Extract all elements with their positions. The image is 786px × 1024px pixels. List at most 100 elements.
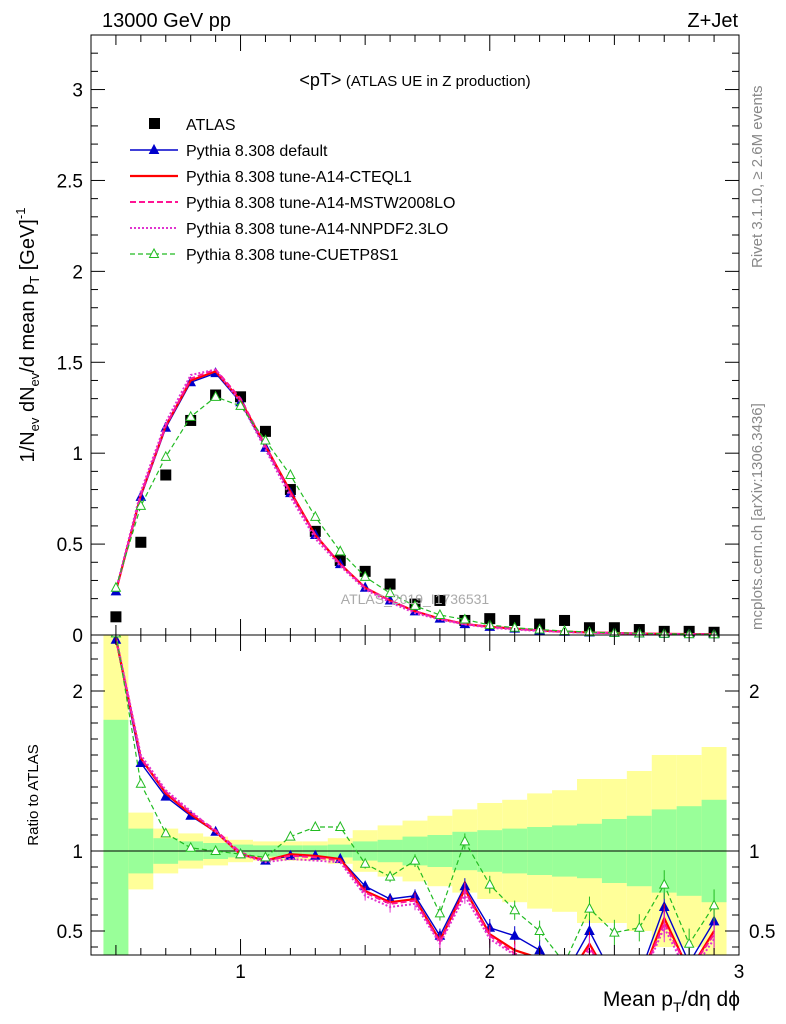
main-marker: [135, 499, 147, 510]
ratio-ytick-label-right: 2: [749, 682, 760, 703]
atlas-point: [135, 536, 147, 548]
atlas-point: [434, 594, 446, 606]
main-ylabel: 1/Nev dNev/d mean pT [GeV]-1: [13, 208, 42, 463]
ratio-marker: [635, 971, 644, 980]
main-ytick-label: 3: [72, 81, 83, 102]
ratio-xlabel: Mean pT/dη dϕ: [603, 988, 740, 1015]
ratio-marker: [633, 921, 645, 932]
xtick-label: 2: [484, 962, 495, 983]
ratio-marker: [683, 937, 695, 948]
ratio-marker: [135, 777, 147, 788]
ratio-marker: [560, 971, 569, 980]
main-panel: 0 0.5 1 1.5 2 2.5 3 <pT> (ATLAS UE in Z produc…: [13, 34, 740, 647]
ratio-marker: [160, 827, 172, 838]
legend-label: ATLAS: [186, 117, 236, 134]
main-marker: [359, 570, 371, 581]
atlas-point: [110, 611, 122, 623]
atlas-point: [160, 469, 172, 481]
ratio-marker: [560, 958, 569, 967]
inner-band: [103, 719, 129, 955]
main-ytick-label: 1: [72, 444, 83, 465]
main-marker: [235, 399, 246, 410]
header-left: 13000 GeV pp: [102, 10, 231, 32]
atlas-point: [484, 613, 496, 625]
ratio-marker: [260, 851, 271, 862]
xtick-label: 3: [734, 962, 745, 983]
legend-marker: [148, 247, 160, 258]
ratio-marker: [509, 904, 521, 915]
header-right: Z+Jet: [687, 10, 738, 32]
atlas-point: [509, 614, 521, 626]
ratio-marker: [309, 820, 321, 831]
ratio-marker: [359, 857, 371, 868]
mcplots-label: mcplots.cern.ch [arXiv:1306.3436]: [749, 403, 766, 630]
ratio-marker: [685, 958, 694, 967]
main-marker: [409, 599, 421, 610]
ratio-marker: [185, 841, 197, 852]
legend-label: Pythia 8.308 tune-A14-NNPDF2.3LO: [186, 221, 448, 238]
rivet-label: Rivet 3.1.10, ≥ 2.6M events: [749, 86, 766, 269]
legend: ATLAS Pythia 8.308 default Pythia 8.308 tu…: [130, 117, 455, 264]
ratio-marker: [434, 907, 446, 918]
legend-label: Pythia 8.308 tune-A14-MSTW2008LO: [186, 195, 455, 212]
legend-label: Pythia 8.308 tune-CUETP8S1: [186, 247, 399, 264]
legend-entry: ATLAS: [149, 117, 236, 134]
ratio-series: [110, 635, 720, 983]
main-marker: [309, 510, 321, 521]
ratio-marker: [609, 926, 620, 937]
main-marker: [459, 613, 471, 624]
ratio-series-4: [110, 635, 720, 967]
main-title: <pT> (ATLAS UE in Z production): [299, 70, 530, 90]
ratio-marker: [509, 929, 521, 940]
ratio-ytick-label-right: 0.5: [749, 922, 775, 943]
main-ytick-label: 2.5: [57, 171, 83, 192]
main-marker: [384, 587, 396, 598]
atlas-point: [259, 425, 271, 437]
ratio-ytick-label: 1: [72, 842, 83, 863]
main-ytick-label: 2: [72, 262, 83, 283]
legend-entry: Pythia 8.308 tune-A14-MSTW2008LO: [130, 195, 455, 212]
main-ytick-label: 0.5: [57, 535, 83, 556]
ratio-marker: [534, 924, 545, 935]
ratio-marker: [210, 844, 221, 855]
legend-entry: Pythia 8.308 default: [130, 143, 328, 160]
xtick-label: 1: [235, 962, 246, 983]
main-marker: [434, 608, 446, 619]
ratio-ytick-label: 0.5: [57, 922, 83, 943]
ratio-marker: [334, 820, 346, 831]
main-ytick-label: 1.5: [57, 353, 83, 374]
legend-entry: Pythia 8.308 tune-CUETP8S1: [130, 247, 399, 264]
legend-entry: Pythia 8.308 tune-A14-CTEQL1: [130, 169, 412, 186]
legend-marker: [149, 118, 160, 129]
ratio-marker: [610, 974, 619, 983]
main-marker: [160, 450, 172, 461]
legend-entry: Pythia 8.308 tune-A14-NNPDF2.3LO: [130, 221, 448, 238]
legend-label: Pythia 8.308 default: [186, 143, 328, 160]
ratio-line: [114, 636, 715, 955]
ratio-ylabel: Ratio to ATLAS: [25, 744, 42, 845]
ratio-marker: [658, 878, 670, 889]
ratio-marker: [235, 848, 246, 859]
legend-marker: [148, 143, 160, 154]
watermark: ATLAS_2019_I1736531: [341, 591, 490, 607]
main-marker: [185, 410, 197, 421]
atlas-point: [384, 578, 396, 590]
ratio-marker: [459, 835, 471, 846]
main-marker: [285, 468, 296, 479]
main-marker: [260, 434, 271, 445]
main-marker: [334, 545, 346, 556]
ratio-panel: 0.5 0.5 1 1 2 2 1 2 3 Ratio to ATLAS Mean pT/dη …: [25, 634, 775, 1015]
main-ytick-label: 0: [72, 626, 83, 647]
ratio-ytick-label-right: 1: [749, 842, 760, 863]
ratio-marker: [285, 830, 296, 841]
main-marker: [210, 390, 221, 401]
ratio-ytick-label: 2: [72, 682, 83, 703]
ratio-marker: [384, 870, 396, 881]
ratio-marker: [708, 899, 720, 910]
legend-label: Pythia 8.308 tune-A14-CTEQL1: [186, 169, 412, 186]
ratio-marker: [409, 854, 421, 865]
ratio-marker: [584, 902, 595, 913]
atlas-point: [559, 614, 571, 626]
ratio-marker: [484, 878, 496, 889]
